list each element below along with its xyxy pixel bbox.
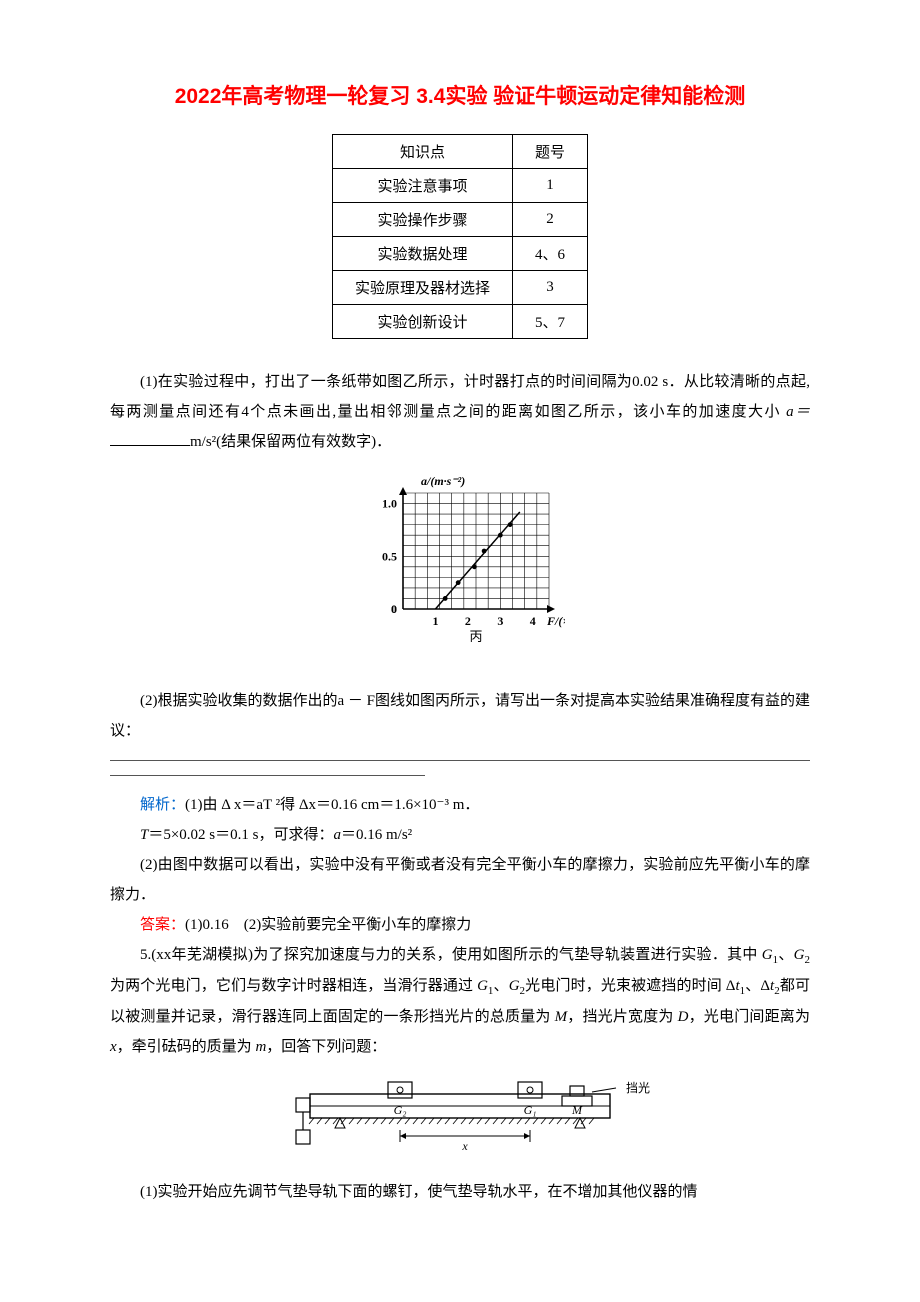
toc-table: 知识点 题号 实验注意事项1 实验操作步骤2 实验数据处理4、6 实验原理及器材…	[332, 134, 588, 339]
svg-text:0: 0	[391, 602, 397, 616]
answer-label: 答案：	[140, 917, 185, 933]
apparatus-diagram: G₂ G₁ M 挡光片 x	[110, 1074, 810, 1165]
svg-text:2: 2	[465, 614, 471, 628]
answer-line-short	[110, 775, 425, 776]
svg-text:a/(m·s⁻²): a/(m·s⁻²)	[421, 474, 465, 488]
toc-header-num: 题号	[513, 135, 588, 169]
question-5-1: (1)实验开始应先调节气垫导轨下面的螺钉，使气垫导轨水平，在不增加其他仪器的情	[110, 1177, 810, 1207]
svg-text:F/(×10⁻¹N): F/(×10⁻¹N)	[546, 614, 565, 628]
chart-a-vs-f: 00.51.001234a/(m·s⁻²)F/(×10⁻¹N)丙	[110, 469, 810, 674]
svg-text:0.5: 0.5	[382, 549, 397, 563]
svg-text:1.0: 1.0	[382, 497, 397, 511]
svg-text:M: M	[571, 1103, 583, 1117]
svg-text:G₂: G₂	[394, 1103, 407, 1117]
question-2: (2)根据实验收集的数据作出的a － F图线如图丙所示，请写出一条对提高本实验结…	[110, 686, 810, 746]
blank-input	[110, 431, 190, 446]
answer: 答案：(1)0.16 (2)实验前要完全平衡小车的摩擦力	[110, 910, 810, 940]
toc-header-topic: 知识点	[332, 135, 512, 169]
svg-text:挡光片: 挡光片	[626, 1081, 650, 1095]
svg-text:3: 3	[497, 614, 503, 628]
page-title: 2022年高考物理一轮复习 3.4实验 验证牛顿运动定律知能检测	[110, 80, 810, 110]
svg-text:G₁: G₁	[524, 1103, 537, 1117]
question-1: (1)在实验过程中，打出了一条纸带如图乙所示，计时器打点的时间间隔为0.02 s…	[110, 367, 810, 457]
solution-1b: T＝5×0.02 s＝0.1 s，可求得：a＝0.16 m/s²	[110, 820, 810, 850]
solution-1a: 解析：(1)由 Δ x＝aT ²得 Δx＝0.16 cm＝1.6×10⁻³ m．	[110, 790, 810, 820]
svg-text:4: 4	[530, 614, 536, 628]
table-row: 实验数据处理4、6	[332, 237, 587, 271]
table-row: 实验创新设计5、7	[332, 305, 587, 339]
answer-line	[110, 760, 810, 761]
svg-text:x: x	[461, 1139, 468, 1153]
svg-text:丙: 丙	[469, 629, 482, 644]
table-row: 实验操作步骤2	[332, 203, 587, 237]
solution-2: (2)由图中数据可以看出，实验中没有平衡或者没有完全平衡小车的摩擦力，实验前应先…	[110, 850, 810, 910]
svg-text:1: 1	[432, 614, 438, 628]
solution-label: 解析：	[140, 797, 185, 813]
table-row: 知识点 题号	[332, 135, 587, 169]
table-row: 实验注意事项1	[332, 169, 587, 203]
table-row: 实验原理及器材选择3	[332, 271, 587, 305]
question-5: 5.(xx年芜湖模拟)为了探究加速度与力的关系，使用如图所示的气垫导轨装置进行实…	[110, 940, 810, 1062]
